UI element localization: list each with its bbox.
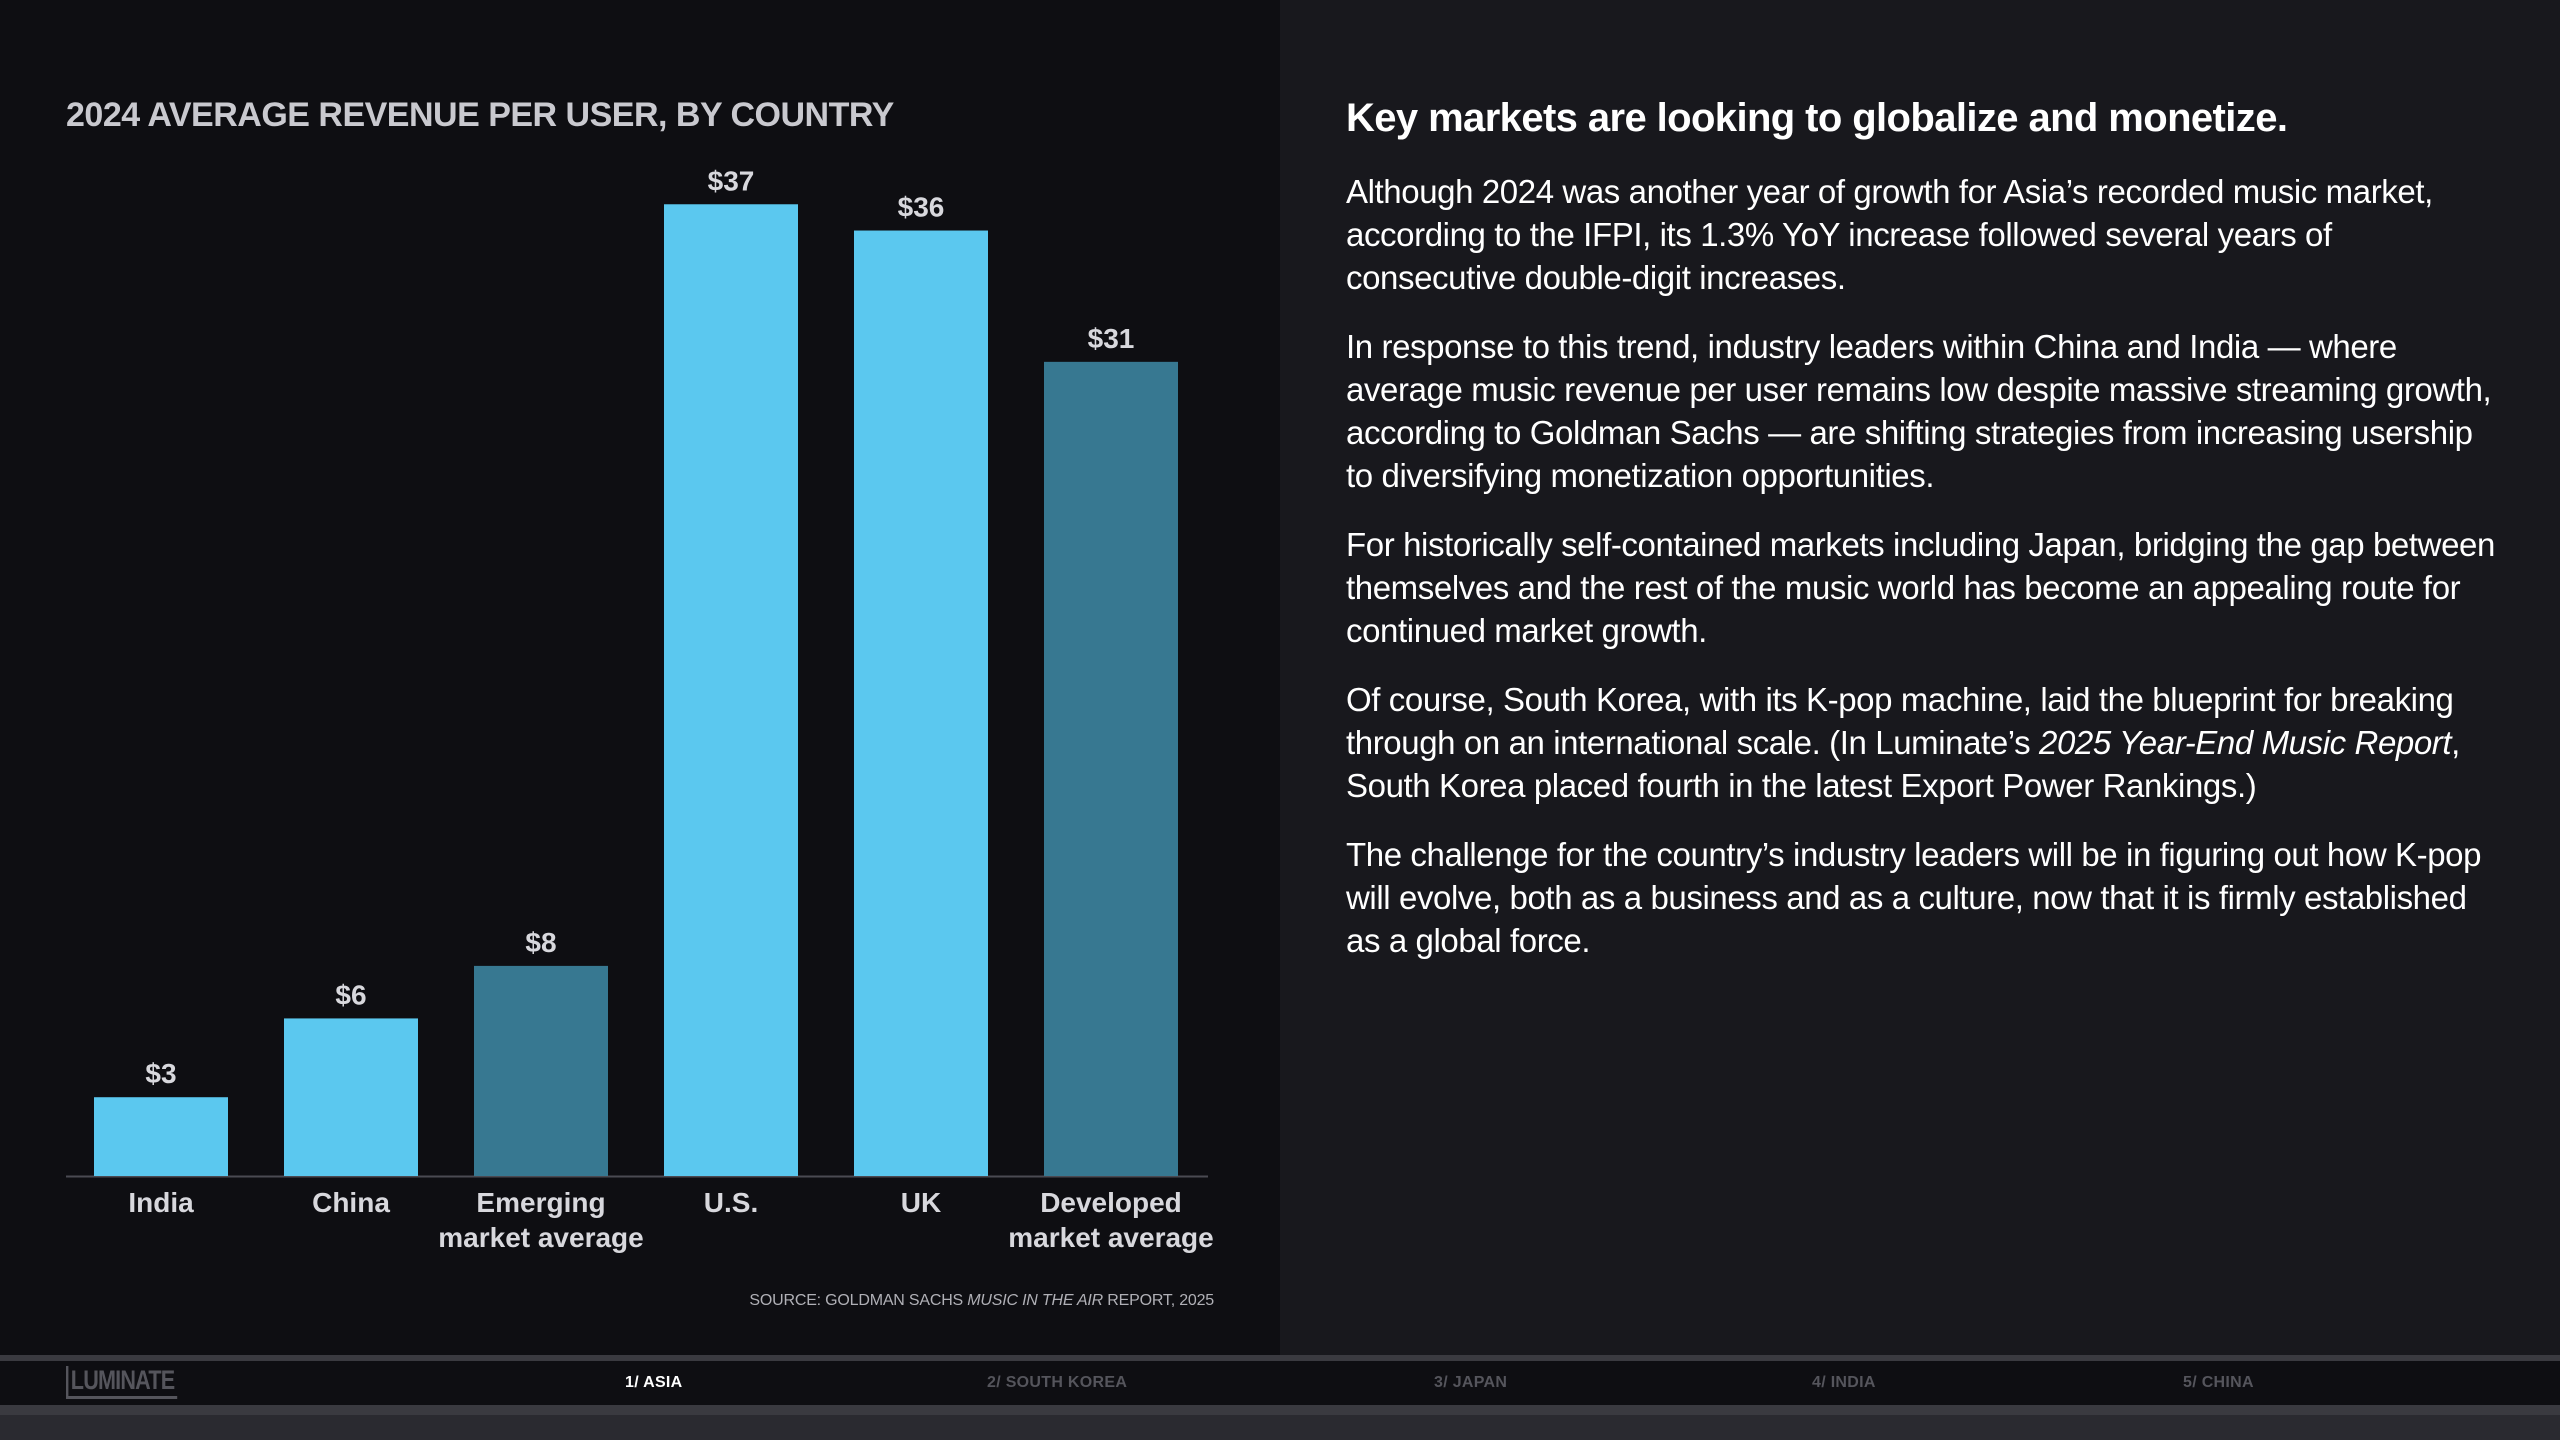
tab-india[interactable]: 4/ INDIA xyxy=(1812,1374,1876,1391)
category-label-1-0: China xyxy=(312,1187,390,1218)
value-label-2: $8 xyxy=(525,927,556,958)
article-paragraph-1: Although 2024 was another year of growth… xyxy=(1346,173,2433,296)
value-label-1: $6 xyxy=(335,979,366,1010)
article-headline: Key markets are looking to globalize and… xyxy=(1346,96,2288,140)
article-paragraph-3: For historically self-contained markets … xyxy=(1346,526,2495,649)
value-label-5: $31 xyxy=(1088,323,1135,354)
report-title: 2025 Year-End Music Report xyxy=(2039,724,2452,761)
article-paragraph-4: Of course, South Korea, with its K-pop m… xyxy=(1346,678,2496,807)
bar-chart: $3 India $6 China $8 Emerging market average $3… xyxy=(66,165,1214,1253)
bar-3 xyxy=(664,204,798,1176)
category-label-0-0: India xyxy=(128,1187,194,1218)
chart-title: 2024 AVERAGE REVENUE PER USER, BY COUNTR… xyxy=(66,96,894,134)
category-label-2-1: market average xyxy=(438,1222,643,1253)
source-suffix: REPORT, 2025 xyxy=(1103,1292,1214,1309)
article-paragraph-2: In response to this trend, industry lead… xyxy=(1346,328,2492,494)
footer-divider-bottom xyxy=(0,1405,2560,1415)
category-label-2-0: Emerging xyxy=(476,1187,605,1218)
bar-2 xyxy=(474,965,608,1176)
article-paragraph-5: The challenge for the country’s industry… xyxy=(1346,836,2482,959)
source-prefix: SOURCE: GOLDMAN SACHS xyxy=(749,1292,968,1309)
bar-1 xyxy=(284,1018,418,1176)
source-title: MUSIC IN THE AIR xyxy=(967,1292,1104,1309)
tab-china[interactable]: 5/ CHINA xyxy=(2183,1374,2254,1391)
footer-base xyxy=(0,1415,2560,1440)
bar-0 xyxy=(94,1097,228,1176)
category-label-5-1: market average xyxy=(1008,1222,1213,1253)
article-panel xyxy=(1280,0,2560,1355)
value-label-4: $36 xyxy=(898,192,945,223)
luminate-logo[interactable]: LUMINATE xyxy=(66,1366,178,1399)
category-label-3-0: U.S. xyxy=(704,1187,758,1218)
footer-nav xyxy=(0,1361,2560,1405)
category-label-5-0: Developed xyxy=(1040,1187,1182,1218)
tab-japan[interactable]: 3/ JAPAN xyxy=(1434,1374,1508,1391)
paragraph-4-text-b: , South Korea placed fourth in the lates… xyxy=(1346,724,2460,804)
paragraph-4-text-a: Of course, South Korea, with its K-pop m… xyxy=(1346,681,2454,761)
value-label-3: $37 xyxy=(708,165,755,196)
category-label-4-0: UK xyxy=(901,1187,941,1218)
chart-panel: 2024 AVERAGE REVENUE PER USER, BY COUNTR… xyxy=(0,0,1280,1355)
source-note: SOURCE: GOLDMAN SACHS MUSIC IN THE AIR R… xyxy=(749,1292,1214,1310)
tab-asia[interactable]: 1/ ASIA xyxy=(625,1374,683,1391)
tab-south-korea[interactable]: 2/ SOUTH KOREA xyxy=(987,1374,1128,1391)
value-label-0: $3 xyxy=(145,1058,176,1089)
bar-4 xyxy=(854,230,988,1177)
footer-divider xyxy=(0,1355,2560,1361)
article-body: Although 2024 was another year of growth… xyxy=(1346,170,2496,988)
bar-5 xyxy=(1044,361,1178,1176)
